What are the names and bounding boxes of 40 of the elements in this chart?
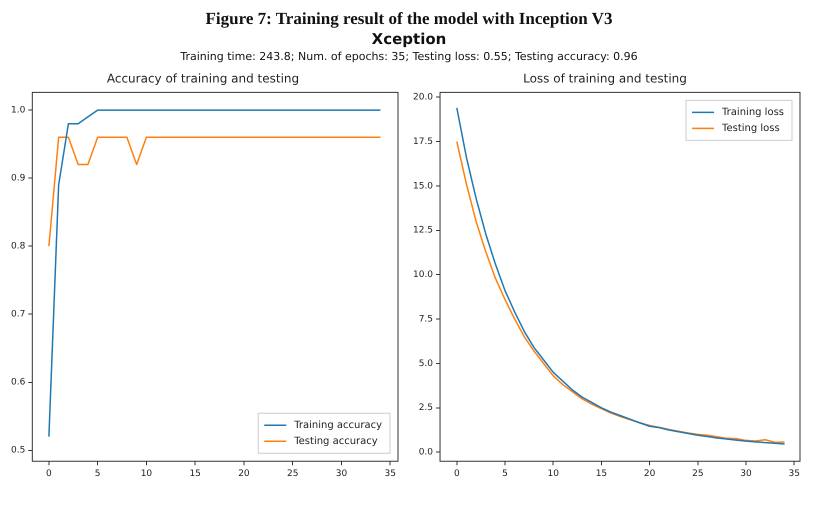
x-tick-label: 0 xyxy=(454,468,460,479)
y-tick-label: 15.0 xyxy=(412,181,434,192)
text: Xception xyxy=(370,30,448,50)
chart-title: Accuracy of training and testing xyxy=(106,71,300,86)
legend-label: Testing accuracy xyxy=(293,436,378,447)
legend-label: Testing loss xyxy=(721,122,780,134)
x-tick-label: 30 xyxy=(336,468,348,479)
x-tick-label: 20 xyxy=(644,468,656,479)
y-tick-label: 10.0 xyxy=(412,270,434,280)
y-tick-label: 0.9 xyxy=(10,173,26,184)
x-tick-label: 30 xyxy=(740,468,752,479)
text: Training time: 243.8; Num. of epochs: 35; Testing loss: 0.55; Testing accuracy: 0.96 xyxy=(179,50,639,64)
x-tick-label: 10 xyxy=(547,468,560,479)
x-tick-label: 35 xyxy=(788,468,800,479)
x-tick-label: 20 xyxy=(238,468,250,479)
legend-label: Training accuracy xyxy=(293,420,382,431)
x-tick-label: 15 xyxy=(189,468,201,479)
y-tick-label: 5.0 xyxy=(418,358,434,369)
y-tick-label: 20.0 xyxy=(412,92,434,102)
x-tick-label: 10 xyxy=(140,468,152,479)
x-tick-label: 0 xyxy=(46,468,52,479)
x-tick-label: 25 xyxy=(286,468,298,479)
y-tick-label: 0.5 xyxy=(10,446,26,456)
x-tick-label: 5 xyxy=(502,468,508,479)
x-tick-label: 5 xyxy=(94,468,101,479)
y-tick-label: 0.7 xyxy=(10,309,26,320)
y-tick-label: 0.8 xyxy=(10,241,26,252)
y-tick-label: 0.6 xyxy=(10,378,26,388)
y-tick-label: 17.5 xyxy=(412,136,434,147)
y-tick-label: 12.5 xyxy=(412,226,434,236)
y-tick-label: 0.0 xyxy=(418,447,434,458)
y-tick-label: 1.0 xyxy=(10,105,26,116)
chart-title: Loss of training and testing xyxy=(523,71,687,86)
x-tick-label: 35 xyxy=(384,468,396,479)
y-tick-label: 2.5 xyxy=(418,403,434,414)
y-tick-label: 7.5 xyxy=(418,314,434,324)
caption: Figure 7: Training result of the model with Inception V3 xyxy=(204,8,614,30)
x-tick-label: 15 xyxy=(596,468,608,479)
legend-label: Training loss xyxy=(721,106,784,118)
x-tick-label: 25 xyxy=(692,468,704,479)
